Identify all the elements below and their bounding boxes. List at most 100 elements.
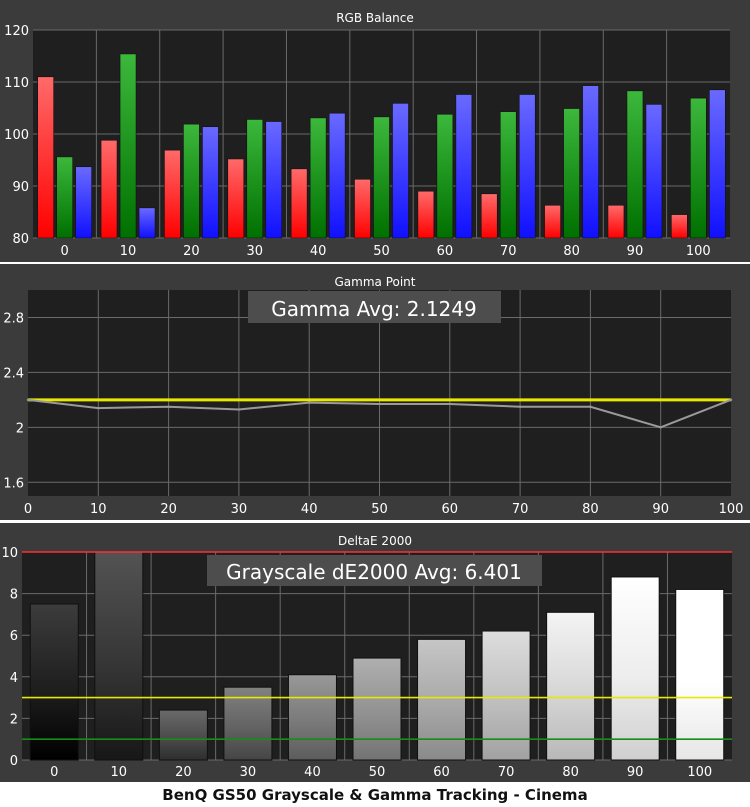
red-bar: [671, 214, 688, 239]
gamma-point: [518, 405, 522, 408]
gamma-point: [448, 402, 451, 406]
y-tick-label: 2: [16, 421, 24, 436]
delta-e-bar: [546, 611, 596, 761]
x-tick-label: 10: [90, 502, 107, 517]
y-tick-label: 0: [10, 754, 18, 769]
y-tick-label: 4: [10, 671, 18, 686]
delta-e-bar: [287, 674, 337, 761]
red-bar: [37, 76, 54, 239]
green-bar: [436, 113, 454, 239]
delta-e-avg-annotation: Grayscale dE2000 Avg: 6.401: [226, 560, 522, 584]
x-tick-label: 70: [500, 244, 517, 259]
x-tick-label: 40: [301, 502, 318, 517]
x-tick-label: 50: [369, 765, 386, 780]
green-bar: [626, 90, 644, 239]
y-tick-label: 2.8: [3, 311, 24, 326]
x-tick-label: 30: [246, 244, 263, 259]
y-tick-label: 80: [12, 232, 29, 247]
blue-bar: [709, 89, 726, 239]
gamma-point: [659, 426, 662, 429]
annotation-box: [248, 291, 501, 323]
x-tick-label: 70: [512, 502, 529, 517]
x-tick-label: 100: [686, 244, 711, 259]
blue-bar: [202, 126, 219, 239]
green-bar: [56, 156, 73, 239]
gamma-point: [729, 398, 733, 402]
chart-title: DeltaE 2000: [338, 534, 412, 548]
x-tick-label: 30: [231, 502, 248, 517]
annotation-box: [207, 555, 542, 586]
x-tick-label: 20: [183, 244, 200, 259]
blue-bar: [328, 112, 346, 239]
y-tick-label: 100: [4, 128, 29, 143]
blue-bar: [455, 94, 473, 239]
x-tick-label: 10: [120, 244, 137, 259]
green-bar: [563, 108, 580, 239]
delta-e-bar: [675, 588, 725, 761]
blue-bar: [582, 85, 599, 239]
y-tick-label: 10: [1, 546, 18, 561]
y-tick-label: 2: [10, 712, 18, 727]
red-bar: [164, 149, 181, 239]
x-tick-label: 0: [24, 502, 32, 517]
x-tick-label: 10: [111, 765, 128, 780]
red-bar: [100, 139, 118, 239]
chart-title: RGB Balance: [336, 11, 414, 25]
red-bar: [290, 168, 308, 239]
y-tick-label: 1.6: [3, 476, 24, 491]
green-bar: [499, 111, 517, 239]
gamma-point: [378, 402, 381, 406]
red-bar: [544, 204, 561, 239]
x-tick-label: 50: [371, 502, 388, 517]
gamma-point: [97, 406, 100, 410]
x-tick-label: 40: [310, 244, 327, 259]
blue-bar: [392, 103, 409, 239]
gamma-point: [589, 405, 592, 408]
red-bar: [227, 158, 245, 239]
delta-e-bar: [29, 603, 79, 761]
x-tick-label: 20: [160, 502, 177, 517]
red-bar: [417, 190, 435, 239]
x-tick-label: 60: [433, 765, 450, 780]
y-tick-label: 110: [4, 76, 29, 91]
figure-caption: BenQ GS50 Grayscale & Gamma Tracking - C…: [162, 786, 588, 804]
gamma-avg-annotation: Gamma Avg: 2.1249: [271, 297, 476, 321]
delta-e-bar: [94, 551, 144, 761]
x-tick-label: 90: [627, 244, 644, 259]
blue-bar: [75, 166, 92, 239]
delta-e-bar: [158, 709, 208, 761]
x-tick-label: 80: [582, 502, 599, 517]
green-bar: [183, 123, 200, 239]
delta-e-bar: [481, 630, 531, 761]
y-tick-label: 120: [4, 24, 29, 39]
x-tick-label: 80: [562, 765, 579, 780]
chart-title: Gamma Point: [335, 275, 416, 289]
delta-e-bar: [223, 686, 273, 761]
x-tick-label: 0: [50, 765, 58, 780]
x-tick-label: 30: [240, 765, 257, 780]
y-tick-label: 90: [12, 180, 29, 195]
delta-e-bar: [352, 657, 402, 761]
green-bar: [373, 116, 390, 239]
gamma-point: [237, 408, 241, 411]
blue-bar: [518, 94, 536, 239]
green-bar: [309, 117, 327, 239]
x-tick-label: 60: [437, 244, 454, 259]
x-tick-label: 90: [627, 765, 644, 780]
x-tick-label: 50: [373, 244, 390, 259]
green-bar: [246, 119, 264, 239]
blue-bar: [645, 104, 663, 239]
y-tick-label: 6: [10, 629, 18, 644]
red-bar: [354, 178, 371, 239]
x-tick-label: 60: [442, 502, 459, 517]
blue-bar: [265, 121, 283, 239]
x-tick-label: 100: [719, 502, 744, 517]
y-tick-label: 8: [10, 588, 18, 603]
red-bar: [480, 193, 498, 239]
gamma-point: [167, 405, 170, 408]
green-bar: [690, 97, 707, 239]
x-tick-label: 20: [175, 765, 192, 780]
y-tick-label: 2.4: [3, 366, 24, 381]
